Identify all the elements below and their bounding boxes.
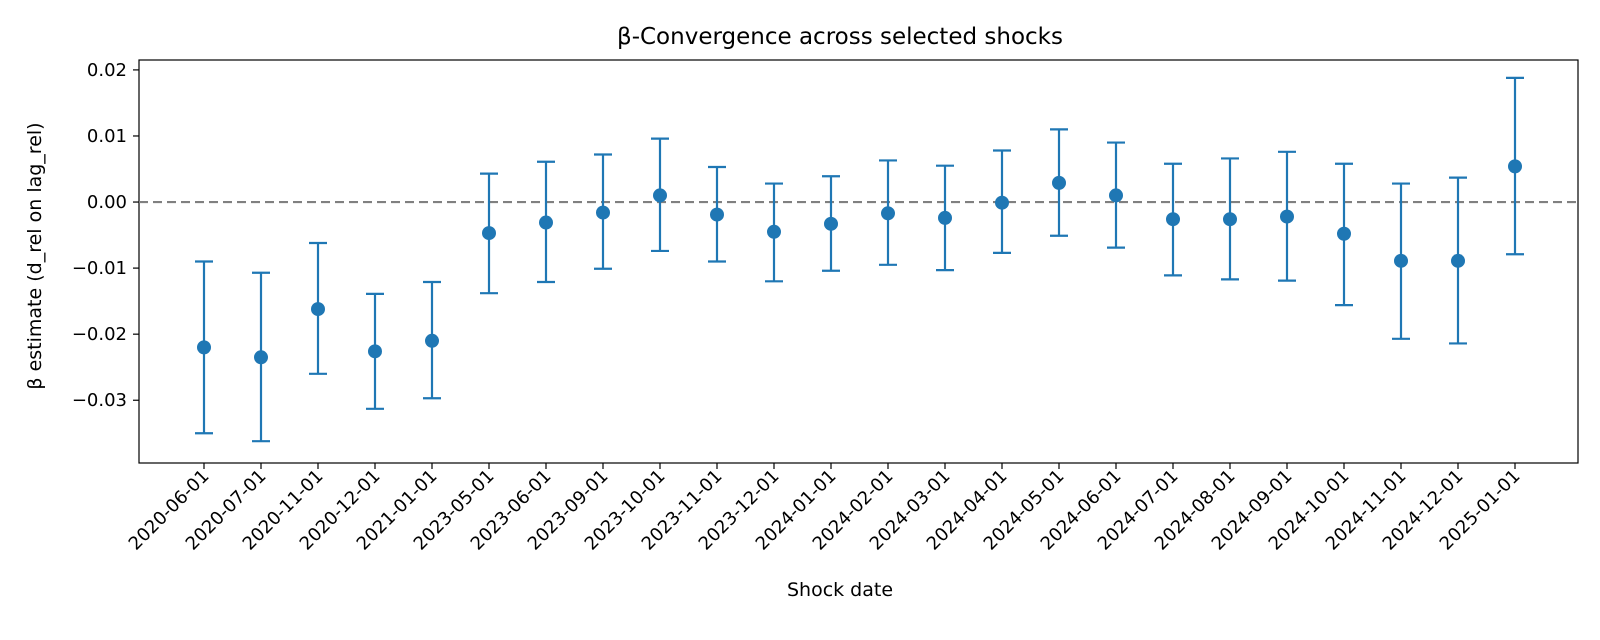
- data-point: [596, 205, 610, 220]
- data-point: [995, 195, 1009, 210]
- y-tick-label: −0.02: [72, 324, 127, 345]
- data-point: [1052, 175, 1066, 190]
- data-point: [254, 350, 268, 365]
- data-point: [425, 333, 439, 348]
- data-point: [1337, 226, 1351, 241]
- data-point: [539, 215, 553, 230]
- data-point: [1166, 212, 1180, 227]
- data-point: [1508, 159, 1522, 174]
- data-point: [767, 224, 781, 239]
- plot-frame: [138, 59, 1579, 464]
- x-axis-label: Shock date: [787, 579, 893, 601]
- data-point: [482, 226, 496, 241]
- data-point: [1451, 253, 1465, 268]
- y-tick-label: 0.01: [87, 126, 127, 147]
- data-point: [881, 206, 895, 221]
- data-point: [1223, 212, 1237, 227]
- y-tick-label: 0.00: [87, 192, 127, 213]
- data-point: [824, 216, 838, 231]
- data-point: [1394, 253, 1408, 268]
- y-tick-label: 0.02: [87, 60, 127, 81]
- data-point: [653, 188, 667, 203]
- data-point: [938, 210, 952, 225]
- y-axis-label: β estimate (d_rel on lag_rel): [24, 122, 46, 389]
- data-point: [368, 344, 382, 359]
- data-point: [1109, 188, 1123, 203]
- data-point: [311, 302, 325, 317]
- chart-title: β-Convergence across selected shocks: [617, 24, 1063, 50]
- data-point: [1280, 209, 1294, 224]
- data-point: [197, 340, 211, 355]
- y-tick-label: −0.03: [72, 390, 127, 411]
- y-tick-label: −0.01: [72, 258, 127, 279]
- data-point: [710, 207, 724, 222]
